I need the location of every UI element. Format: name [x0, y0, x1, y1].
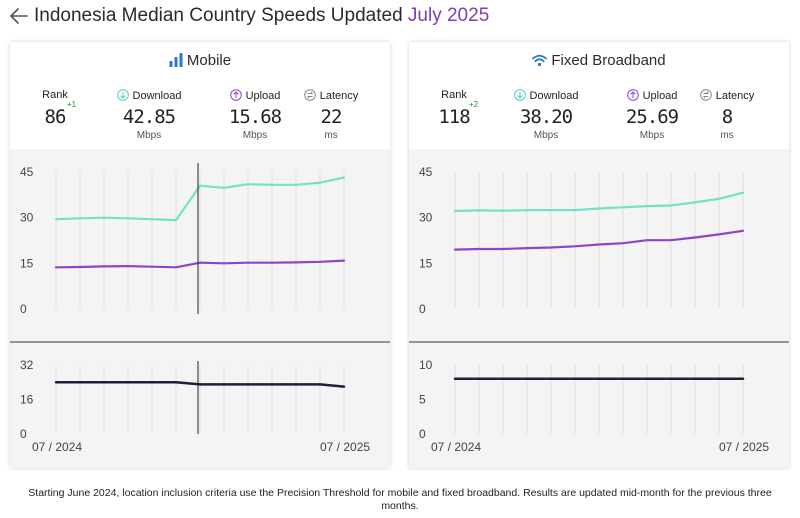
- back-arrow-icon[interactable]: [10, 8, 28, 24]
- latency-label: Latency: [286, 89, 376, 102]
- latency-series-line: [54, 381, 346, 388]
- mobile-title-text: Mobile: [186, 52, 232, 69]
- download-series-line: [54, 176, 346, 222]
- speed-y-tick-label: 45: [20, 165, 34, 179]
- page-header: Indonesia Median Country Speeds Updated …: [0, 0, 800, 34]
- latency-swap-icon: [699, 89, 712, 101]
- upload-label: Upload: [607, 89, 697, 102]
- page-title-date: July 2025: [407, 5, 490, 26]
- latency-unit: ms: [720, 130, 734, 141]
- speed-y-tick-label: 15: [20, 256, 34, 270]
- latency-unit: ms: [324, 130, 338, 141]
- wifi-icon: [532, 54, 548, 67]
- latency-y-tick-label: 32: [20, 358, 34, 372]
- x-tick-label-end: 07 / 2025: [719, 440, 769, 454]
- page-title-main: Indonesia Median Country Speeds Updated: [34, 5, 403, 26]
- upload-unit: Mbps: [639, 130, 665, 141]
- rank-change-badge: +1: [67, 100, 77, 109]
- download-label: Download: [104, 89, 194, 102]
- mobile-upload: Upload 15.68 Mbps: [210, 89, 300, 144]
- mobile-panel: Mobile Rank 86 +1 Download 42.85 Mbps: [10, 42, 390, 468]
- speed-y-tick-label: 30: [20, 211, 34, 225]
- upload-series-line: [453, 229, 745, 251]
- fixed-summary: Fixed Broadband Rank 118 +2 Download 38.…: [409, 42, 789, 149]
- mobile-chart: 45 30 15 0 32 16 0 07 / 2024 07 / 2025: [10, 163, 390, 454]
- page-title: Indonesia Median Country Speeds Updated …: [34, 5, 489, 27]
- upload-arrow-icon: [626, 89, 639, 101]
- fixed-latency: Latency 8 ms: [682, 89, 772, 144]
- fixed-upload: Upload 25.69 Mbps: [607, 89, 697, 144]
- latency-value: 22: [320, 106, 343, 128]
- upload-arrow-icon: [229, 89, 242, 101]
- latency-y-tick-label: 10: [419, 358, 433, 372]
- signal-bars-icon: [169, 53, 183, 67]
- fixed-panel-title: Fixed Broadband: [409, 52, 789, 69]
- download-arrow-icon: [116, 89, 129, 101]
- fixed-panel: Fixed Broadband Rank 118 +2 Download 38.…: [409, 42, 789, 468]
- rank-value: 86: [44, 106, 67, 128]
- latency-value: 8: [721, 106, 733, 128]
- mobile-rank: Rank 86 +1: [10, 89, 100, 144]
- mobile-panel-title: Mobile: [10, 52, 390, 69]
- rank-label: Rank: [42, 89, 68, 101]
- footer-note: Starting June 2024, location inclusion c…: [28, 487, 772, 512]
- download-value: 38.20: [519, 106, 573, 128]
- upload-series-line: [54, 259, 346, 269]
- fixed-chart: 45 30 15 0 10 5 0 07 / 2024 07 / 2025: [409, 165, 789, 454]
- speed-y-tick-label: 15: [419, 256, 433, 270]
- fixed-rank: Rank 118 +2: [409, 89, 499, 144]
- rank-change-badge: +2: [469, 100, 479, 109]
- fixed-chart-area: 45 30 15 0 10 5 0 07 / 2024 07 / 2025: [409, 149, 789, 468]
- speed-y-tick-label: 30: [419, 211, 433, 225]
- mobile-latency: Latency 22 ms: [286, 89, 376, 144]
- download-unit: Mbps: [533, 130, 559, 141]
- download-arrow-icon: [513, 89, 526, 101]
- x-tick-label-start: 07 / 2024: [32, 440, 82, 454]
- fixed-download: Download 38.20 Mbps: [501, 89, 591, 144]
- download-value: 42.85: [122, 106, 176, 128]
- latency-y-tick-label: 16: [20, 393, 34, 407]
- upload-label: Upload: [210, 89, 300, 102]
- mobile-summary: Mobile Rank 86 +1 Download 42.85 Mbps: [10, 42, 390, 149]
- upload-unit: Mbps: [242, 130, 268, 141]
- speed-y-tick-label: 0: [20, 302, 27, 316]
- x-tick-label-start: 07 / 2024: [431, 440, 481, 454]
- latency-y-tick-label: 0: [419, 427, 426, 441]
- speed-y-tick-label: 0: [419, 302, 426, 316]
- latency-swap-icon: [303, 89, 316, 101]
- download-series-line: [453, 191, 745, 213]
- upload-value: 15.68: [228, 106, 282, 128]
- download-label: Download: [501, 89, 591, 102]
- upload-value: 25.69: [625, 106, 679, 128]
- mobile-chart-area: 45 30 15 0 32 16 0 07 / 2024 07 / 2025: [10, 149, 390, 468]
- mobile-download: Download 42.85 Mbps: [104, 89, 194, 144]
- rank-value: 118: [438, 106, 470, 128]
- latency-y-tick-label: 5: [419, 393, 426, 407]
- fixed-title-text: Fixed Broadband: [551, 52, 666, 69]
- latency-label: Latency: [682, 89, 772, 102]
- rank-label: Rank: [441, 89, 467, 101]
- latency-y-tick-label: 0: [20, 427, 27, 441]
- x-tick-label-end: 07 / 2025: [320, 440, 370, 454]
- download-unit: Mbps: [136, 130, 162, 141]
- speed-y-tick-label: 45: [419, 165, 433, 179]
